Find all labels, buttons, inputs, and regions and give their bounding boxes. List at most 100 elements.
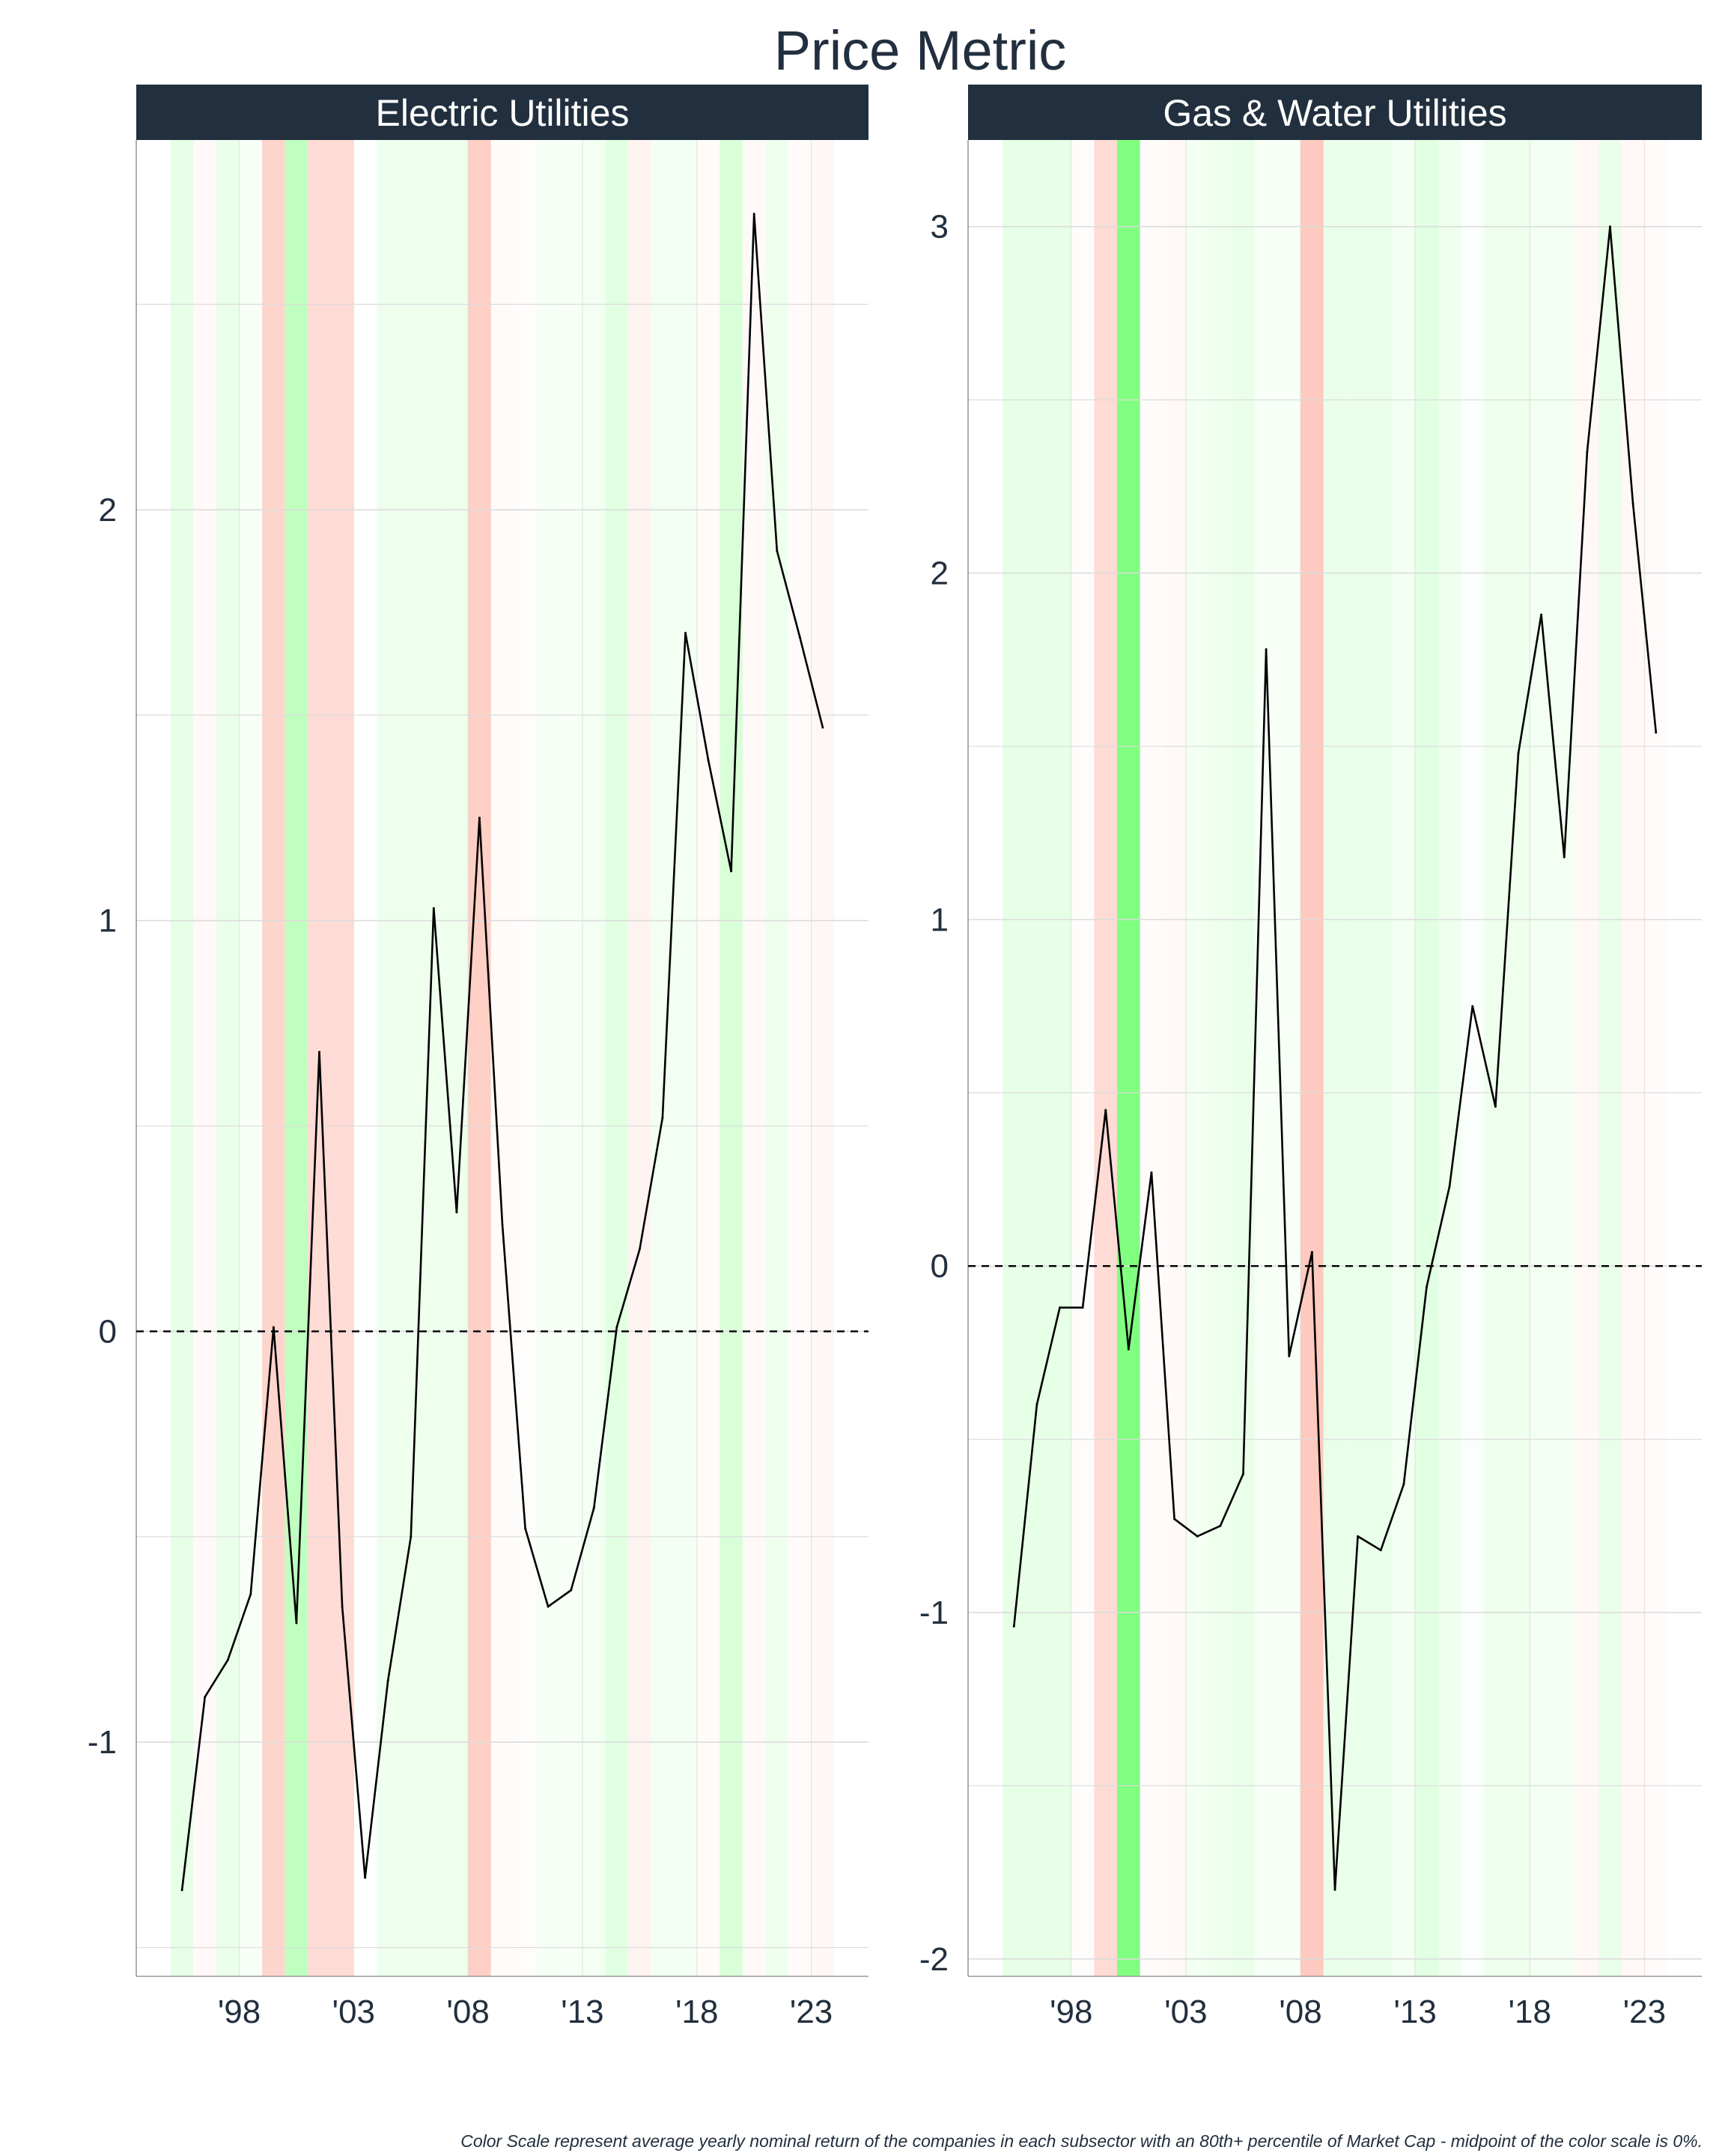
- panel-strip: [136, 85, 868, 140]
- return-band: [696, 140, 720, 1976]
- return-band: [1232, 140, 1255, 1976]
- y-tick-label: -1: [919, 1595, 949, 1631]
- panel-gas-water-utilities: Gas & Water Utilities -2 -1 0 1 2 3 '98 '03 '08 '…: [919, 85, 1702, 2030]
- data-point: [684, 632, 687, 635]
- return-band: [1185, 140, 1209, 1976]
- return-band: [559, 140, 582, 1976]
- data-point: [638, 1248, 641, 1251]
- y-tick-label: 1: [99, 903, 117, 940]
- data-point: [410, 1535, 413, 1538]
- return-band: [1094, 140, 1118, 1976]
- x-tick-label: '18: [675, 1994, 718, 2030]
- y-tick-label: -2: [919, 1941, 949, 1978]
- x-tick-label: '08: [446, 1994, 489, 2030]
- x-tick-label: '23: [790, 1994, 833, 2030]
- return-band: [1025, 140, 1049, 1976]
- data-point: [615, 1326, 618, 1329]
- data-point: [1471, 1005, 1474, 1008]
- data-point: [524, 1527, 527, 1530]
- x-tick-label: '13: [561, 1994, 603, 2030]
- y-tick-label: 2: [99, 492, 117, 529]
- return-band: [651, 140, 675, 1976]
- y-tick-label: 0: [931, 1248, 949, 1285]
- data-point: [1127, 1348, 1130, 1350]
- return-band: [628, 140, 651, 1976]
- return-band: [445, 140, 469, 1976]
- data-point: [204, 1696, 207, 1699]
- data-point: [1150, 1171, 1153, 1174]
- x-tick-label: '18: [1509, 1994, 1551, 2030]
- return-band: [742, 140, 766, 1976]
- data-point: [821, 726, 824, 729]
- return-band: [1506, 140, 1530, 1976]
- data-point: [1059, 1306, 1061, 1309]
- x-tick-label: '03: [332, 1994, 375, 2030]
- data-point: [364, 1876, 367, 1879]
- data-point: [1426, 1285, 1428, 1288]
- return-band: [765, 140, 789, 1976]
- return-band: [330, 140, 354, 1976]
- data-point: [1631, 502, 1634, 505]
- data-point: [1333, 1888, 1336, 1891]
- x-tick-label: '98: [1050, 1994, 1092, 2030]
- x-tick-label: '23: [1623, 1994, 1666, 2030]
- plot-area: -1 0 1 2 '98 '03 '08 '13 '18 '23: [88, 140, 868, 2030]
- return-band: [1140, 140, 1163, 1976]
- return-band: [1163, 140, 1186, 1976]
- return-band: [216, 140, 240, 1976]
- data-point: [455, 1211, 458, 1213]
- return-band: [1575, 140, 1599, 1976]
- data-point: [478, 816, 481, 819]
- data-point: [1379, 1549, 1382, 1552]
- return-band: [422, 140, 445, 1976]
- return-band: [376, 140, 400, 1976]
- return-band: [262, 140, 285, 1976]
- return-band: [719, 140, 743, 1976]
- data-point: [501, 1223, 504, 1226]
- return-band: [490, 140, 514, 1976]
- x-tick-label: '08: [1279, 1994, 1321, 2030]
- data-point: [1265, 648, 1268, 651]
- data-point: [318, 1050, 320, 1053]
- return-band: [1415, 140, 1438, 1976]
- data-point: [249, 1593, 252, 1596]
- data-point: [1586, 451, 1589, 454]
- return-band: [1392, 140, 1416, 1976]
- panel-electric-utilities: Electric Utilities -1 0 1 2 '98 '03 '08 '13 '18 '…: [88, 85, 868, 2030]
- data-point: [1288, 1355, 1291, 1358]
- data-point: [432, 907, 435, 910]
- data-point: [752, 213, 755, 216]
- data-point: [1563, 856, 1566, 859]
- data-point: [1609, 225, 1611, 228]
- return-band: [1461, 140, 1485, 1976]
- return-band: [170, 140, 194, 1976]
- data-point: [1357, 1535, 1360, 1538]
- data-point: [272, 1326, 275, 1329]
- return-band: [811, 140, 835, 1976]
- return-band: [1277, 140, 1301, 1976]
- return-band: [1002, 140, 1026, 1976]
- x-tick-label: '03: [1164, 1994, 1207, 2030]
- data-point: [1517, 752, 1520, 755]
- y-tick-label: 1: [931, 901, 949, 938]
- data-point: [592, 1506, 595, 1509]
- data-point: [1173, 1517, 1176, 1520]
- return-band: [468, 140, 491, 1976]
- return-band: [1369, 140, 1393, 1976]
- data-point: [776, 549, 779, 552]
- data-point: [1196, 1535, 1199, 1538]
- data-point: [1012, 1625, 1015, 1628]
- data-point: [661, 1116, 664, 1119]
- return-band: [1208, 140, 1232, 1976]
- y-tick-label: 2: [931, 555, 949, 592]
- data-point: [1081, 1306, 1084, 1309]
- return-band: [582, 140, 606, 1976]
- data-point: [1104, 1109, 1107, 1112]
- return-band: [788, 140, 812, 1976]
- return-band: [1530, 140, 1553, 1976]
- panel-title: Gas & Water Utilities: [1163, 92, 1506, 134]
- return-band: [1048, 140, 1071, 1976]
- data-point: [798, 636, 801, 639]
- data-point: [1448, 1185, 1451, 1188]
- data-point: [1540, 613, 1543, 616]
